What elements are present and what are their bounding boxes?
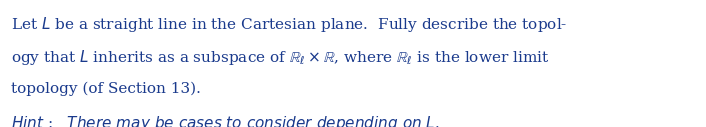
- Text: $\it{Hint}$ :   $\it{There\ may\ be\ cases\ to\ consider\ depending\ on}$ $\it{L: $\it{Hint}$ : $\it{There\ may\ be\ cases…: [11, 114, 439, 127]
- Text: ogy that $L$ inherits as a subspace of $\mathbb{R}_\ell \times \mathbb{R}$, wher: ogy that $L$ inherits as a subspace of $…: [11, 48, 549, 67]
- Text: Let $L$ be a straight line in the Cartesian plane.  Fully describe the topol-: Let $L$ be a straight line in the Cartes…: [11, 15, 567, 34]
- Text: topology (of Section 13).: topology (of Section 13).: [11, 81, 201, 96]
